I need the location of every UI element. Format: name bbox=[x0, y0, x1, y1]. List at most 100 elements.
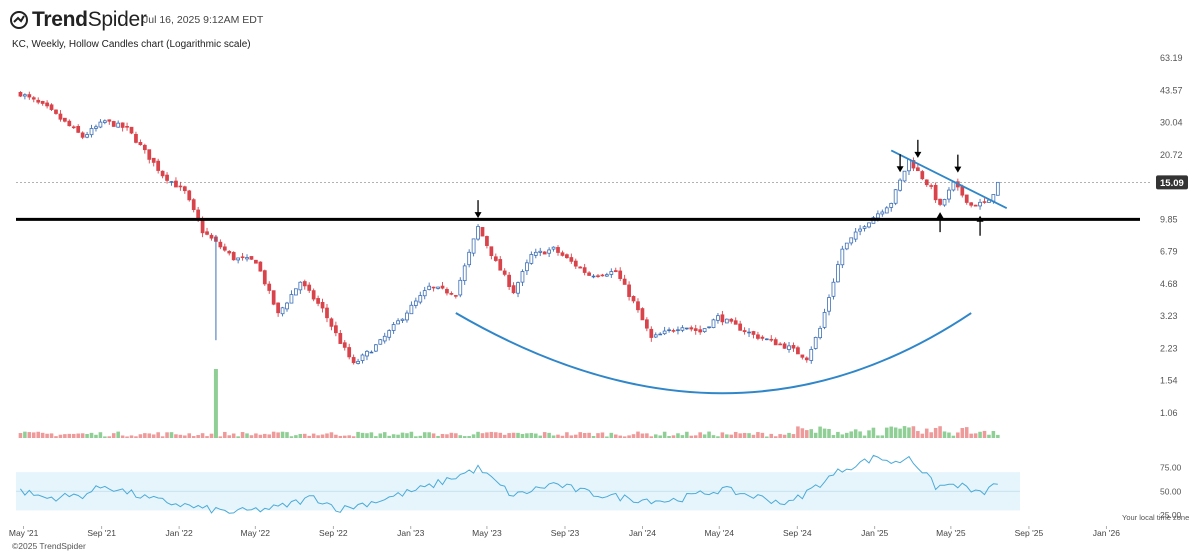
candle-body bbox=[756, 334, 760, 339]
volume-bar bbox=[831, 435, 836, 438]
volume-bar bbox=[947, 432, 951, 438]
candle-body bbox=[98, 121, 103, 128]
candle-body bbox=[258, 261, 263, 272]
volume-bar bbox=[778, 434, 782, 438]
volume-bar bbox=[578, 432, 582, 438]
candle-body bbox=[707, 326, 711, 329]
volume-bar bbox=[862, 435, 867, 438]
volume-bar bbox=[529, 432, 534, 438]
volume-bar bbox=[200, 433, 205, 438]
candle-body bbox=[387, 330, 392, 338]
volume-bar bbox=[49, 433, 54, 438]
candle-body bbox=[662, 330, 667, 335]
candle-body bbox=[307, 284, 312, 291]
volume-bar bbox=[605, 436, 609, 438]
volume-bar bbox=[356, 431, 360, 438]
volume-bar bbox=[556, 434, 560, 438]
candle-body bbox=[485, 236, 489, 246]
candle-body bbox=[898, 179, 902, 191]
candle-body bbox=[116, 122, 121, 128]
volume-bar bbox=[729, 434, 734, 438]
volume-bar bbox=[27, 432, 32, 438]
volume-bar bbox=[591, 436, 596, 438]
volume-bar bbox=[302, 433, 307, 438]
candle-body bbox=[422, 290, 427, 297]
candle-body bbox=[733, 320, 738, 325]
candle-body bbox=[844, 242, 849, 250]
volume-bar bbox=[89, 432, 94, 438]
candle-body bbox=[889, 203, 894, 208]
volume-bar bbox=[511, 432, 516, 438]
candle-body bbox=[489, 246, 494, 256]
volume-bar bbox=[498, 432, 503, 438]
volume-bar bbox=[898, 428, 902, 438]
candle-body bbox=[849, 237, 854, 244]
x-tick-label: May '22 bbox=[241, 528, 271, 538]
volume-bar bbox=[316, 435, 320, 438]
candle-body bbox=[538, 250, 543, 253]
candle-body bbox=[271, 290, 276, 305]
candle-body bbox=[342, 342, 347, 348]
volume-bar bbox=[67, 433, 72, 438]
volume-bar bbox=[805, 430, 809, 438]
volume-bar bbox=[351, 436, 356, 438]
candle-body bbox=[351, 357, 356, 364]
volume-bar bbox=[534, 433, 538, 438]
volume-spike-bar bbox=[213, 369, 218, 438]
candle-body bbox=[787, 345, 791, 350]
candle-body bbox=[231, 252, 236, 261]
candle-body bbox=[285, 302, 289, 310]
candle-body bbox=[867, 222, 871, 228]
candle-body bbox=[187, 190, 192, 201]
volume-bar bbox=[191, 436, 196, 438]
candle-body bbox=[67, 120, 72, 127]
candle-body bbox=[769, 338, 774, 341]
volume-bar bbox=[907, 427, 911, 438]
candle-body bbox=[529, 254, 534, 264]
volume-bar bbox=[587, 432, 591, 438]
y-tick-label: 3.23 bbox=[1160, 311, 1178, 321]
y-tick-label: 1.06 bbox=[1160, 408, 1178, 418]
candle-body bbox=[951, 181, 956, 191]
x-tick-label: Sep '23 bbox=[551, 528, 580, 538]
candle-body bbox=[89, 128, 94, 136]
volume-bar bbox=[653, 434, 658, 438]
candle-body bbox=[578, 266, 583, 269]
candle-body bbox=[316, 298, 320, 304]
candle-body bbox=[942, 199, 947, 206]
brand-thin: Spider bbox=[87, 8, 147, 31]
volume-bar bbox=[516, 432, 520, 438]
volume-bar bbox=[485, 432, 489, 438]
volume-bar bbox=[951, 435, 956, 438]
candle-body bbox=[716, 315, 720, 321]
volume-bar bbox=[143, 433, 147, 438]
volume-bar bbox=[720, 432, 725, 438]
volume-bar bbox=[884, 427, 889, 438]
candle-body bbox=[778, 343, 783, 346]
candle-body bbox=[653, 334, 658, 338]
candle-body bbox=[445, 288, 449, 294]
candle-body bbox=[680, 327, 685, 331]
volume-bar bbox=[467, 436, 471, 438]
candle-body bbox=[969, 202, 974, 206]
volume-bar bbox=[378, 433, 383, 438]
candle-body bbox=[689, 327, 694, 330]
candle-body bbox=[334, 325, 338, 334]
x-tick-label: May '24 bbox=[704, 528, 734, 538]
candle-body bbox=[840, 248, 845, 266]
volume-bar bbox=[476, 431, 480, 438]
candle-body bbox=[751, 331, 756, 335]
candle-body bbox=[560, 252, 565, 256]
volume-bar bbox=[23, 431, 27, 438]
volume-bar bbox=[440, 433, 445, 438]
volume-bar bbox=[480, 433, 485, 438]
volume-bar bbox=[733, 431, 738, 438]
volume-bar bbox=[649, 436, 654, 438]
candle-body bbox=[365, 350, 369, 357]
candle-body bbox=[298, 281, 303, 291]
volume-bar bbox=[76, 433, 80, 438]
candle-body bbox=[853, 231, 858, 240]
volume-bar bbox=[716, 436, 720, 438]
up-arrow-icon bbox=[976, 215, 984, 222]
